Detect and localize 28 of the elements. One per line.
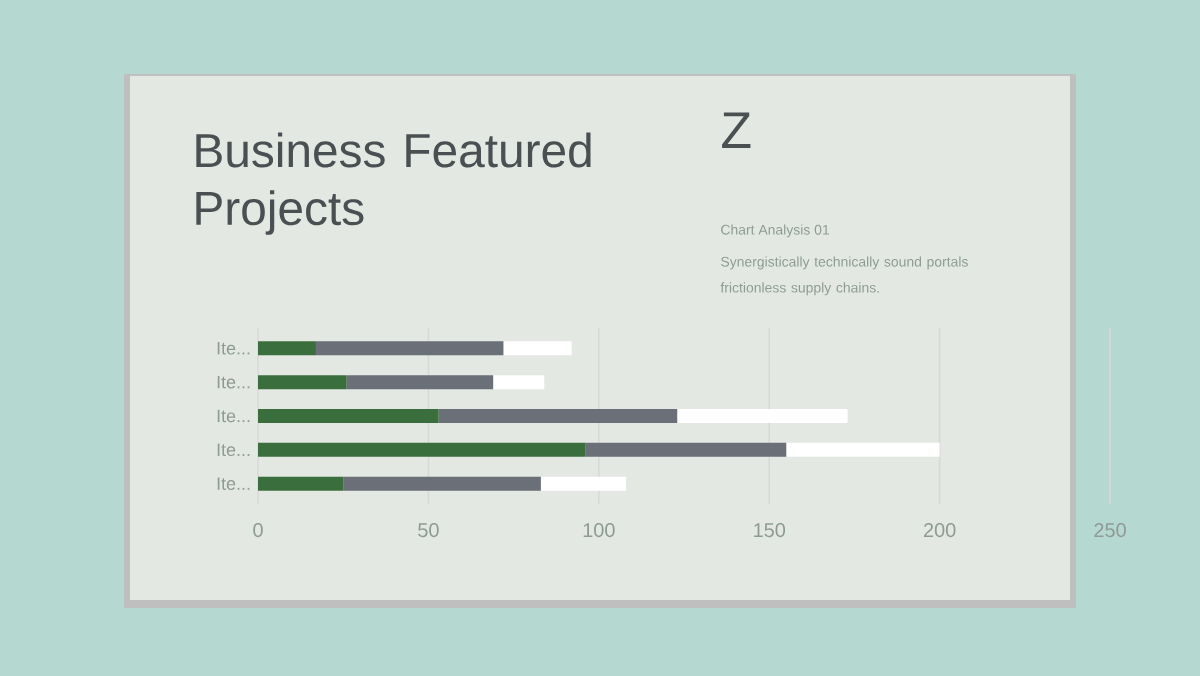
x-tick-label: 100 — [583, 523, 615, 538]
bar — [540, 476, 627, 491]
x-tick-label: 200 — [924, 523, 956, 538]
bar — [677, 409, 848, 423]
chart-title: Business Featured Projects — [196, 132, 591, 235]
bar — [585, 442, 787, 457]
bar — [258, 409, 439, 423]
bar — [343, 476, 541, 491]
bar — [258, 375, 347, 390]
bar — [258, 476, 344, 491]
y-tick-label: Ite... — [217, 342, 250, 355]
y-tick-label: Ite... — [217, 375, 250, 389]
x-tick-label: 0 — [253, 523, 263, 538]
bar — [258, 442, 586, 457]
x-tick-label: 50 — [418, 523, 439, 538]
bar — [786, 442, 940, 457]
bar — [493, 375, 545, 390]
y-tick-label: Ite... — [217, 477, 250, 490]
bar — [258, 341, 316, 356]
text: Z — [722, 112, 751, 149]
bar — [315, 341, 504, 356]
x-tick-label: 250 — [1094, 523, 1126, 538]
bar — [503, 341, 572, 356]
y-tick-label: Ite... — [217, 443, 250, 457]
bar — [438, 409, 678, 423]
bar — [346, 375, 494, 390]
x-tick-label: 150 — [754, 523, 786, 538]
y-tick-label: Ite... — [217, 409, 250, 423]
